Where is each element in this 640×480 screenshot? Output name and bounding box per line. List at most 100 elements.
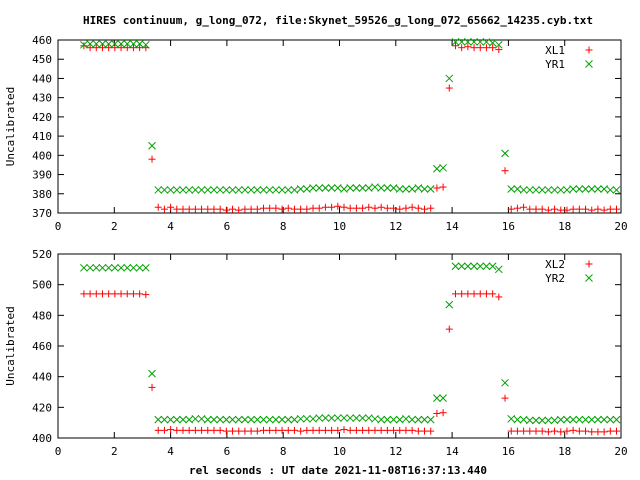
data-point-d2	[296, 185, 305, 193]
data-point-d2	[433, 164, 441, 173]
x-tick-label: 14	[445, 445, 459, 458]
data-point	[420, 185, 429, 193]
data-point	[80, 290, 88, 298]
data-point-d2	[179, 186, 187, 194]
data-point-d2	[482, 262, 491, 271]
data-point-d2	[247, 415, 255, 424]
data-point	[334, 426, 342, 434]
data-point	[476, 38, 485, 46]
data-point	[489, 44, 497, 52]
x-tick-label: 4	[167, 220, 174, 233]
data-point-d2	[302, 185, 311, 193]
data-point	[458, 44, 466, 52]
x-tick-label: 2	[111, 220, 118, 233]
data-point	[333, 184, 342, 192]
data-point	[550, 416, 559, 425]
data-point	[470, 44, 478, 52]
data-point	[173, 205, 181, 213]
data-point-d2	[241, 186, 249, 194]
data-point-d2	[123, 39, 132, 48]
data-point	[92, 44, 100, 52]
data-point	[532, 186, 540, 194]
data-point-d2	[501, 149, 509, 158]
data-point-d2	[426, 185, 435, 193]
data-point	[377, 415, 386, 424]
data-point	[414, 204, 422, 212]
data-point	[141, 40, 150, 49]
x-tick-label: 2	[111, 445, 118, 458]
data-point-d2	[606, 186, 615, 194]
data-point-d2	[426, 415, 435, 424]
data-point	[216, 415, 224, 424]
data-point	[563, 186, 571, 194]
data-point-d2	[550, 186, 559, 194]
data-point	[365, 203, 373, 211]
data-point-d2	[272, 186, 280, 194]
x-tick-label: 18	[558, 445, 571, 458]
data-point	[464, 43, 472, 51]
plot-border	[57, 253, 622, 439]
data-point	[557, 206, 565, 214]
data-point-d2	[544, 186, 553, 194]
x-tick-label: 12	[389, 220, 402, 233]
data-point	[563, 206, 571, 214]
data-point	[80, 40, 88, 49]
data-point	[105, 44, 113, 52]
data-point	[92, 290, 100, 298]
data-point	[525, 416, 534, 425]
data-point	[495, 46, 503, 54]
x-tick-label: 6	[224, 220, 231, 233]
data-point	[544, 206, 552, 214]
data-point	[377, 426, 385, 434]
data-point-d2	[457, 38, 466, 46]
data-point-d2	[538, 186, 547, 194]
data-point	[334, 202, 342, 210]
data-point	[135, 39, 144, 48]
data-point	[470, 290, 478, 298]
data-point	[197, 414, 206, 423]
data-point-d2	[259, 186, 268, 194]
data-point-d2	[172, 186, 181, 194]
data-point	[421, 205, 429, 213]
data-point	[228, 186, 237, 194]
data-point-d2	[525, 416, 534, 425]
data-point	[501, 149, 509, 158]
data-point	[507, 205, 515, 213]
data-point-d2	[117, 263, 125, 272]
data-point	[340, 426, 348, 434]
data-point-d2	[519, 186, 528, 194]
data-point	[266, 204, 274, 212]
data-point	[451, 42, 459, 50]
data-point	[315, 426, 323, 434]
data-point	[371, 183, 379, 191]
data-point-d2	[488, 262, 497, 271]
data-point	[98, 39, 107, 48]
data-point	[445, 325, 453, 333]
data-point-d2	[519, 415, 528, 424]
data-point	[513, 415, 522, 424]
data-point	[426, 415, 435, 424]
data-point	[414, 415, 423, 424]
data-point-d2	[234, 186, 243, 194]
data-point	[229, 427, 237, 435]
data-point-d2	[488, 39, 497, 47]
data-point	[160, 426, 168, 434]
data-point	[408, 415, 416, 424]
data-point-d2	[581, 415, 590, 424]
data-point	[166, 186, 175, 194]
data-point-d2	[111, 39, 119, 48]
data-point-d2	[439, 394, 447, 402]
data-point	[551, 427, 559, 435]
data-point-d2	[148, 141, 156, 150]
data-point-d2	[532, 416, 540, 425]
data-point	[222, 427, 230, 435]
data-point	[216, 205, 224, 213]
data-point	[284, 186, 293, 194]
legend-marker	[585, 46, 593, 54]
x-tick-label: 8	[280, 220, 287, 233]
data-point-d2	[482, 38, 491, 46]
data-point-d2	[408, 185, 416, 193]
data-point	[389, 184, 398, 192]
data-point-d2	[253, 186, 262, 194]
data-point	[606, 415, 615, 424]
